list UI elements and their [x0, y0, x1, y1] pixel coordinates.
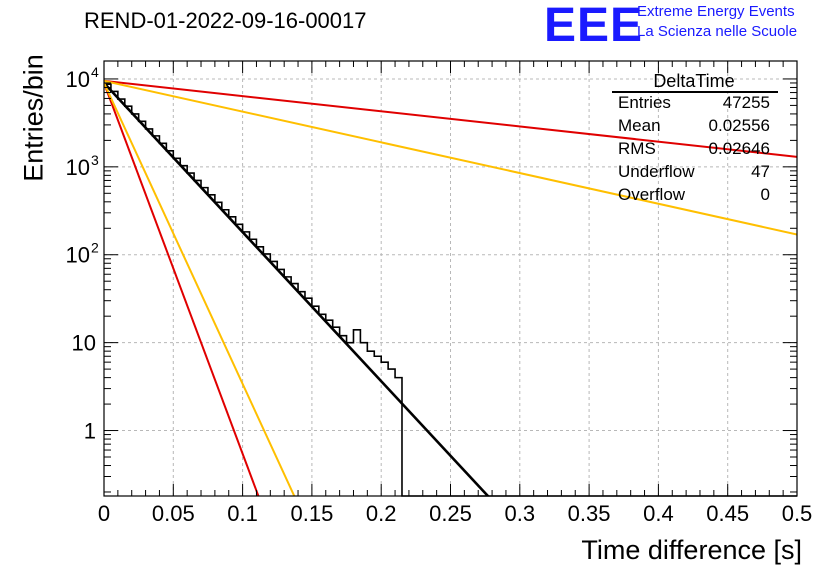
stats-row-entries: Entries 47255 — [618, 93, 770, 113]
x-axis-label: Time difference [s] — [581, 535, 802, 565]
stats-label: Entries — [618, 93, 671, 112]
x-tick-label: 0.25 — [429, 501, 472, 526]
y-tick-exponent: 2 — [91, 240, 99, 256]
fit-line-2 — [104, 79, 797, 236]
stats-label: RMS — [618, 139, 656, 158]
stats-label: Underflow — [618, 162, 695, 181]
x-tick-label: 0.35 — [568, 501, 611, 526]
x-tick-label: 0.4 — [643, 501, 674, 526]
y-tick-exponent: 3 — [91, 152, 99, 168]
eee-logo: EEE — [544, 0, 644, 52]
fit-line-1 — [104, 79, 797, 158]
y-tick-label: 10 — [66, 155, 90, 180]
stats-value: 47255 — [722, 93, 770, 112]
fit-line-0 — [104, 82, 490, 496]
x-tick-label: 0.2 — [366, 501, 397, 526]
y-tick-label: 10 — [66, 243, 90, 268]
chart-title: REND-01-2022-09-16-00017 — [84, 8, 367, 33]
fit-line-4 — [104, 82, 296, 496]
stats-row-underflow: Underflow 47 — [618, 162, 770, 182]
axes: 0 0.05 0.1 0.15 0.2 0.25 0.3 0.35 0.4 0.45 0.5 1 10 1… — [66, 60, 813, 526]
stats-value: 0.02646 — [708, 139, 770, 158]
y-tick-label: 10 — [66, 67, 90, 92]
eee-logo-line1: Extreme Energy Events — [637, 3, 795, 20]
x-tick-label: 0.1 — [227, 501, 258, 526]
stats-box-title: DeltaTime — [653, 71, 735, 91]
x-tick-label: 0.5 — [782, 501, 813, 526]
stats-label: Mean — [618, 116, 661, 135]
y-tick-label: 10 — [72, 331, 96, 356]
y-tick-label: 1 — [84, 419, 96, 444]
stats-row-rms: RMS 0.02646 — [618, 139, 770, 159]
fit-lines — [104, 79, 797, 496]
x-tick-label: 0 — [98, 501, 110, 526]
x-tick-label: 0.45 — [706, 501, 749, 526]
stats-value: 47 — [751, 162, 770, 181]
fit-line-3 — [104, 82, 260, 496]
stats-box-divider — [612, 91, 778, 93]
y-axis-label: Entries/bin — [18, 54, 49, 182]
y-tick-exponent: 4 — [91, 64, 99, 80]
eee-logo-line2: La Scienza nelle Scuole — [637, 23, 798, 40]
x-tick-label: 0.05 — [152, 501, 195, 526]
stats-value: 0 — [760, 185, 770, 204]
stats-row-overflow: Overflow 0 — [618, 185, 770, 205]
x-tick-label: 0.15 — [290, 501, 333, 526]
stats-value: 0.02556 — [708, 116, 770, 135]
x-tick-label: 0.3 — [505, 501, 536, 526]
stats-label: Overflow — [618, 185, 686, 204]
stats-row-mean: Mean 0.02556 — [618, 116, 770, 136]
